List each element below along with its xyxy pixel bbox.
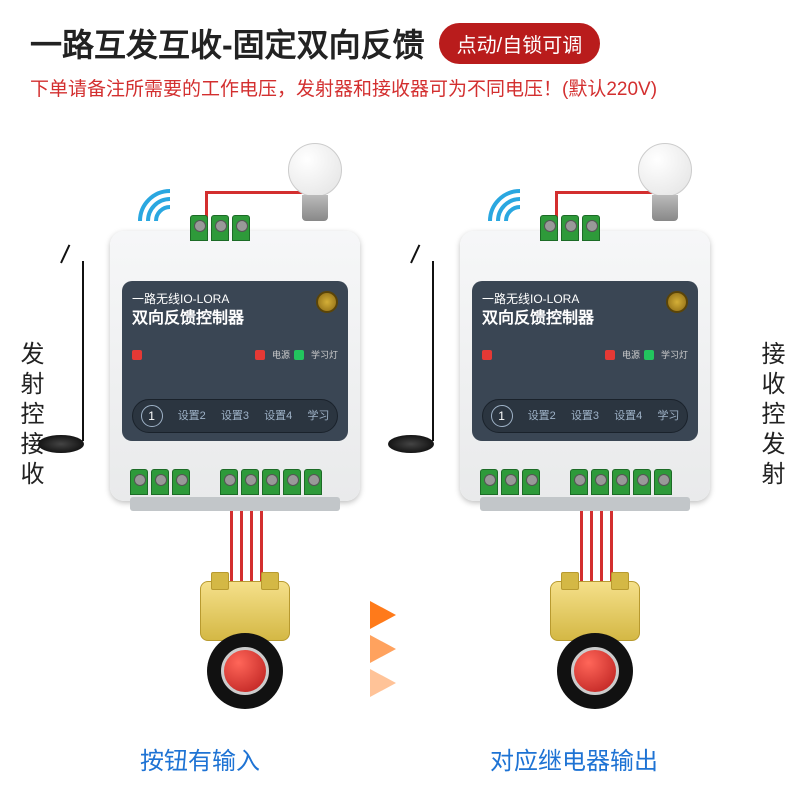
device-btn-learn[interactable]: 学习 [657, 411, 679, 422]
bottom-label-right: 对应继电器输出 [490, 741, 658, 776]
push-button-right[interactable] [540, 581, 650, 709]
device-btn-3[interactable]: 设置3 [221, 411, 249, 422]
led-power-label: 电源 [622, 348, 640, 361]
subtitle: 下单请备注所需要的工作电压，发射器和接收器可为不同电压！(默认220V) [0, 74, 800, 111]
bulb-icon [638, 143, 692, 223]
sma-connector-icon [316, 291, 338, 313]
wifi-icon [130, 181, 190, 231]
led-learn-label: 学习灯 [311, 348, 338, 361]
led-power-label: 电源 [272, 348, 290, 361]
unit-left: OUT1 一路无线IO-LORA 双向反馈控制器 电源 学习灯 [90, 231, 390, 501]
controller-device: OUT1 一路无线IO-LORA 双向反馈控制器 电源 学习灯 [460, 231, 710, 501]
controller-device: OUT1 一路无线IO-LORA 双向反馈控制器 电源 学习灯 [110, 231, 360, 501]
mode-badge: 点动/自锁可调 [439, 23, 601, 64]
transfer-arrows-icon [370, 601, 396, 697]
device-btn-2[interactable]: 设置2 [528, 411, 556, 422]
side-label-right: 接收控发射 [753, 341, 788, 491]
title-main: 一路互发互收-固定双向反馈 [30, 20, 425, 66]
device-line2: 双向反馈控制器 [482, 308, 594, 330]
device-btn-4[interactable]: 设置4 [264, 411, 292, 422]
push-button-left[interactable] [190, 581, 300, 709]
sma-connector-icon [666, 291, 688, 313]
device-button-row: 1 设置2 设置3 设置4 学习 [132, 399, 338, 433]
wifi-icon [480, 181, 540, 231]
antenna-icon [410, 261, 456, 453]
device-btn-4[interactable]: 设置4 [614, 411, 642, 422]
bulb-icon [288, 143, 342, 223]
antenna-icon [60, 261, 106, 453]
device-btn-1[interactable]: 1 [491, 405, 513, 427]
device-btn-3[interactable]: 设置3 [571, 411, 599, 422]
diagram: 发射控接收 接收控发射 OUT1 一 [0, 111, 800, 811]
device-line1: 一路无线IO-LORA [132, 291, 244, 308]
led-learn-label: 学习灯 [661, 348, 688, 361]
bottom-label-left: 按钮有输入 [140, 741, 260, 776]
side-label-left: 发射控接收 [12, 341, 47, 491]
device-btn-1[interactable]: 1 [141, 405, 163, 427]
device-line1: 一路无线IO-LORA [482, 291, 594, 308]
device-btn-learn[interactable]: 学习 [307, 411, 329, 422]
device-button-row: 1 设置2 设置3 设置4 学习 [482, 399, 688, 433]
unit-right: OUT1 一路无线IO-LORA 双向反馈控制器 电源 学习灯 [440, 231, 740, 501]
device-btn-2[interactable]: 设置2 [178, 411, 206, 422]
device-line2: 双向反馈控制器 [132, 308, 244, 330]
